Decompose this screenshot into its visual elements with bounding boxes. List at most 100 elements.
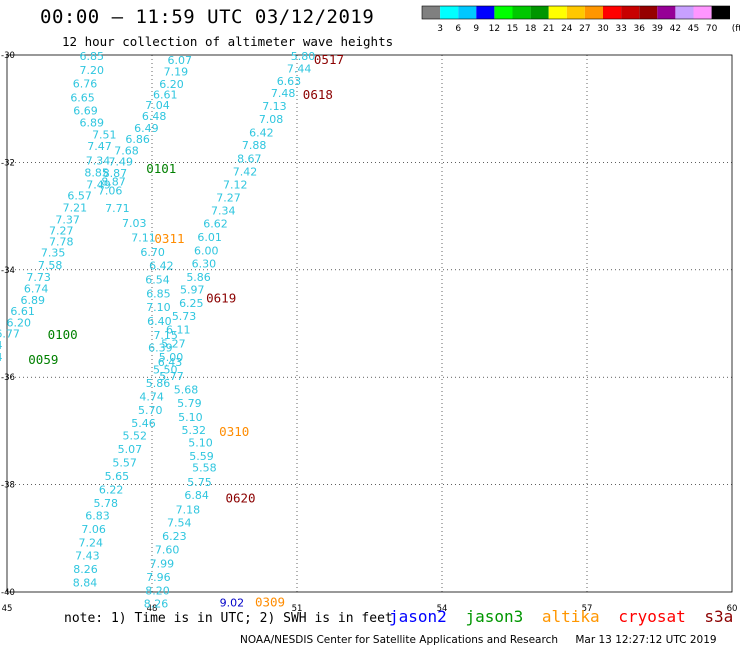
colorbar-swatch bbox=[530, 6, 549, 19]
wave-height-label: 5.07 bbox=[118, 443, 143, 456]
wave-height-label: 5.57 bbox=[112, 457, 137, 470]
wave-height-label: 6.25 bbox=[179, 297, 204, 310]
wave-height-label: 7.51 bbox=[92, 128, 117, 141]
time-label: 0618 bbox=[303, 87, 333, 102]
wave-height-label: 7.78 bbox=[49, 235, 74, 248]
lon-tick-label: 51 bbox=[292, 604, 303, 614]
wave-height-label: 6.01 bbox=[197, 231, 222, 244]
colorbar-swatch bbox=[440, 6, 459, 19]
time-label: 0620 bbox=[225, 490, 255, 505]
time-label: 0311 bbox=[154, 231, 184, 246]
wave-height-label: 8.67 bbox=[237, 153, 261, 166]
wave-height-label: 7.43 bbox=[75, 549, 100, 562]
colorbar-swatch bbox=[711, 6, 730, 19]
wave-height-label: 7.27 bbox=[216, 191, 241, 204]
wave-height-label: 5.77 bbox=[159, 370, 184, 383]
wave-height-label: 5.32 bbox=[181, 424, 206, 437]
lat-tick-label: -30 bbox=[1, 51, 15, 61]
wave-height-label: 7.12 bbox=[223, 178, 248, 191]
lat-tick-label: -32 bbox=[1, 158, 15, 168]
wave-height-label: 5.97 bbox=[180, 284, 205, 297]
wave-height-label: 6.23 bbox=[162, 530, 187, 543]
wave-height-label: 6.65 bbox=[70, 91, 95, 104]
wave-height-label: 6.39 bbox=[148, 342, 173, 355]
wave-height-label: 6.20 bbox=[159, 78, 184, 91]
wave-height-label: 5.68 bbox=[174, 384, 199, 397]
wave-height-label: 5.58 bbox=[192, 461, 217, 474]
colorbar-label: 6 bbox=[455, 24, 461, 34]
time-label: 0101 bbox=[146, 161, 176, 176]
wave-height-label: 7.96 bbox=[146, 571, 171, 584]
wave-height-label: 6.20 bbox=[7, 316, 32, 329]
credit-text: NOAA/NESDIS Center for Satellite Applica… bbox=[240, 634, 558, 646]
colorbar-swatch bbox=[675, 6, 694, 19]
wave-height-label: 6.48 bbox=[142, 110, 167, 123]
wave-height-label: 7.13 bbox=[262, 100, 287, 113]
wave-height-label: 8.20 bbox=[145, 584, 170, 597]
satellite-legend: jason2 jason3 altika cryosat s3a bbox=[389, 607, 740, 626]
lon-tick-label: 60 bbox=[727, 604, 738, 614]
lon-tick-label: 54 bbox=[437, 604, 448, 614]
wave-height-label: 5.10 bbox=[178, 411, 203, 424]
time-label: 0100 bbox=[48, 327, 78, 342]
wave-height-label: 7.15 bbox=[153, 329, 178, 342]
wave-height-label: 6.11 bbox=[166, 323, 191, 336]
time-label: 0619 bbox=[206, 291, 236, 306]
wave-height-label: 6.34 bbox=[0, 351, 3, 364]
legend-jason3: jason3 bbox=[465, 607, 524, 626]
wave-height-label: 6.00 bbox=[194, 244, 219, 257]
lat-tick-label: -34 bbox=[1, 266, 15, 276]
wave-height-label: 6.77 bbox=[0, 328, 20, 341]
wave-height-label: 7.20 bbox=[80, 64, 105, 77]
colorbar-label: 27 bbox=[579, 24, 590, 34]
wave-height-label: 8.84 bbox=[73, 576, 98, 589]
wave-height-label: 6.85 bbox=[146, 287, 171, 300]
legend-s3a: s3a bbox=[704, 607, 734, 626]
colorbar-swatch bbox=[476, 6, 495, 19]
wave-height-label: 7.99 bbox=[150, 558, 175, 571]
wave-height-label: 7.35 bbox=[41, 247, 65, 260]
wave-height-label: 5.50 bbox=[153, 364, 178, 377]
wave-height-label: 5.10 bbox=[188, 437, 213, 450]
wave-height-label: 7.58 bbox=[38, 259, 63, 272]
wave-height-label: 7.04 bbox=[145, 99, 170, 112]
wave-height-label: 6.30 bbox=[192, 257, 217, 270]
wave-height-label: 5.80 bbox=[291, 50, 316, 63]
colorbar-swatch bbox=[512, 6, 531, 19]
lon-tick-label: 57 bbox=[582, 604, 593, 614]
wave-height-label: 7.54 bbox=[167, 517, 192, 530]
wave-height-label: 6.07 bbox=[167, 54, 192, 67]
wave-height-label: 7.11 bbox=[131, 232, 156, 245]
colorbar-swatch bbox=[548, 6, 567, 19]
colorbar-swatch bbox=[657, 6, 676, 19]
wave-height-label: 7.34 bbox=[86, 154, 111, 167]
colorbar-swatch bbox=[693, 6, 712, 19]
legend-altika: altika bbox=[541, 607, 600, 626]
wave-height-label: 8.85 bbox=[84, 167, 109, 180]
wave-height-label: 7.49 bbox=[86, 178, 111, 191]
colorbar-swatch bbox=[566, 6, 585, 19]
lat-tick-label: -40 bbox=[1, 588, 15, 598]
wave-height-label: 6.62 bbox=[203, 218, 228, 231]
colorbar-swatch bbox=[639, 6, 658, 19]
colorbar-swatch bbox=[458, 6, 477, 19]
colorbar-swatch bbox=[603, 6, 622, 19]
colorbar-label: 18 bbox=[525, 24, 537, 34]
time-label: 0517 bbox=[314, 52, 344, 67]
wave-height-label: 5.78 bbox=[94, 497, 119, 510]
wave-height-label: 6.85 bbox=[80, 50, 105, 63]
time-label: 0309 bbox=[255, 595, 285, 610]
wave-height-label: 6.40 bbox=[147, 315, 172, 328]
colorbar-label: 3 bbox=[437, 24, 443, 34]
wave-height-label: 7.34 bbox=[211, 205, 236, 218]
wave-height-label: 6.43 bbox=[158, 356, 183, 369]
colorbar-label: 33 bbox=[615, 24, 626, 34]
wave-height-label: 5.70 bbox=[138, 404, 163, 417]
time-label: 0310 bbox=[219, 424, 249, 439]
time-label: 0059 bbox=[28, 352, 58, 367]
wave-height-label: 7.19 bbox=[164, 66, 189, 79]
lon-tick-label: 45 bbox=[2, 604, 13, 614]
wave-height-label: 7.44 bbox=[287, 62, 312, 75]
wave-height-label: 6.54 bbox=[0, 339, 3, 352]
